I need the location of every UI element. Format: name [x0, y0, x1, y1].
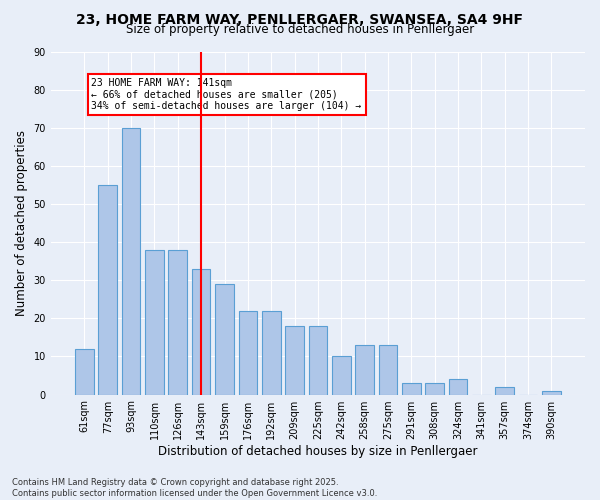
Bar	[285, 326, 304, 394]
Bar	[239, 310, 257, 394]
Text: Contains HM Land Registry data © Crown copyright and database right 2025.
Contai: Contains HM Land Registry data © Crown c…	[12, 478, 377, 498]
Bar	[402, 383, 421, 394]
Bar	[449, 380, 467, 394]
Text: Size of property relative to detached houses in Penllergaer: Size of property relative to detached ho…	[126, 22, 474, 36]
Bar	[542, 391, 561, 394]
Y-axis label: Number of detached properties: Number of detached properties	[15, 130, 28, 316]
Bar	[308, 326, 327, 394]
X-axis label: Distribution of detached houses by size in Penllergaer: Distribution of detached houses by size …	[158, 444, 478, 458]
Bar	[192, 269, 211, 394]
Bar	[379, 345, 397, 395]
Bar	[122, 128, 140, 394]
Bar	[496, 387, 514, 394]
Bar	[262, 310, 281, 394]
Text: 23, HOME FARM WAY, PENLLERGAER, SWANSEA, SA4 9HF: 23, HOME FARM WAY, PENLLERGAER, SWANSEA,…	[77, 12, 523, 26]
Bar	[169, 250, 187, 394]
Bar	[145, 250, 164, 394]
Bar	[98, 185, 117, 394]
Bar	[215, 284, 234, 395]
Bar	[425, 383, 444, 394]
Bar	[75, 349, 94, 395]
Bar	[355, 345, 374, 395]
Text: 23 HOME FARM WAY: 141sqm
← 66% of detached houses are smaller (205)
34% of semi-: 23 HOME FARM WAY: 141sqm ← 66% of detach…	[91, 78, 362, 112]
Bar	[332, 356, 350, 395]
